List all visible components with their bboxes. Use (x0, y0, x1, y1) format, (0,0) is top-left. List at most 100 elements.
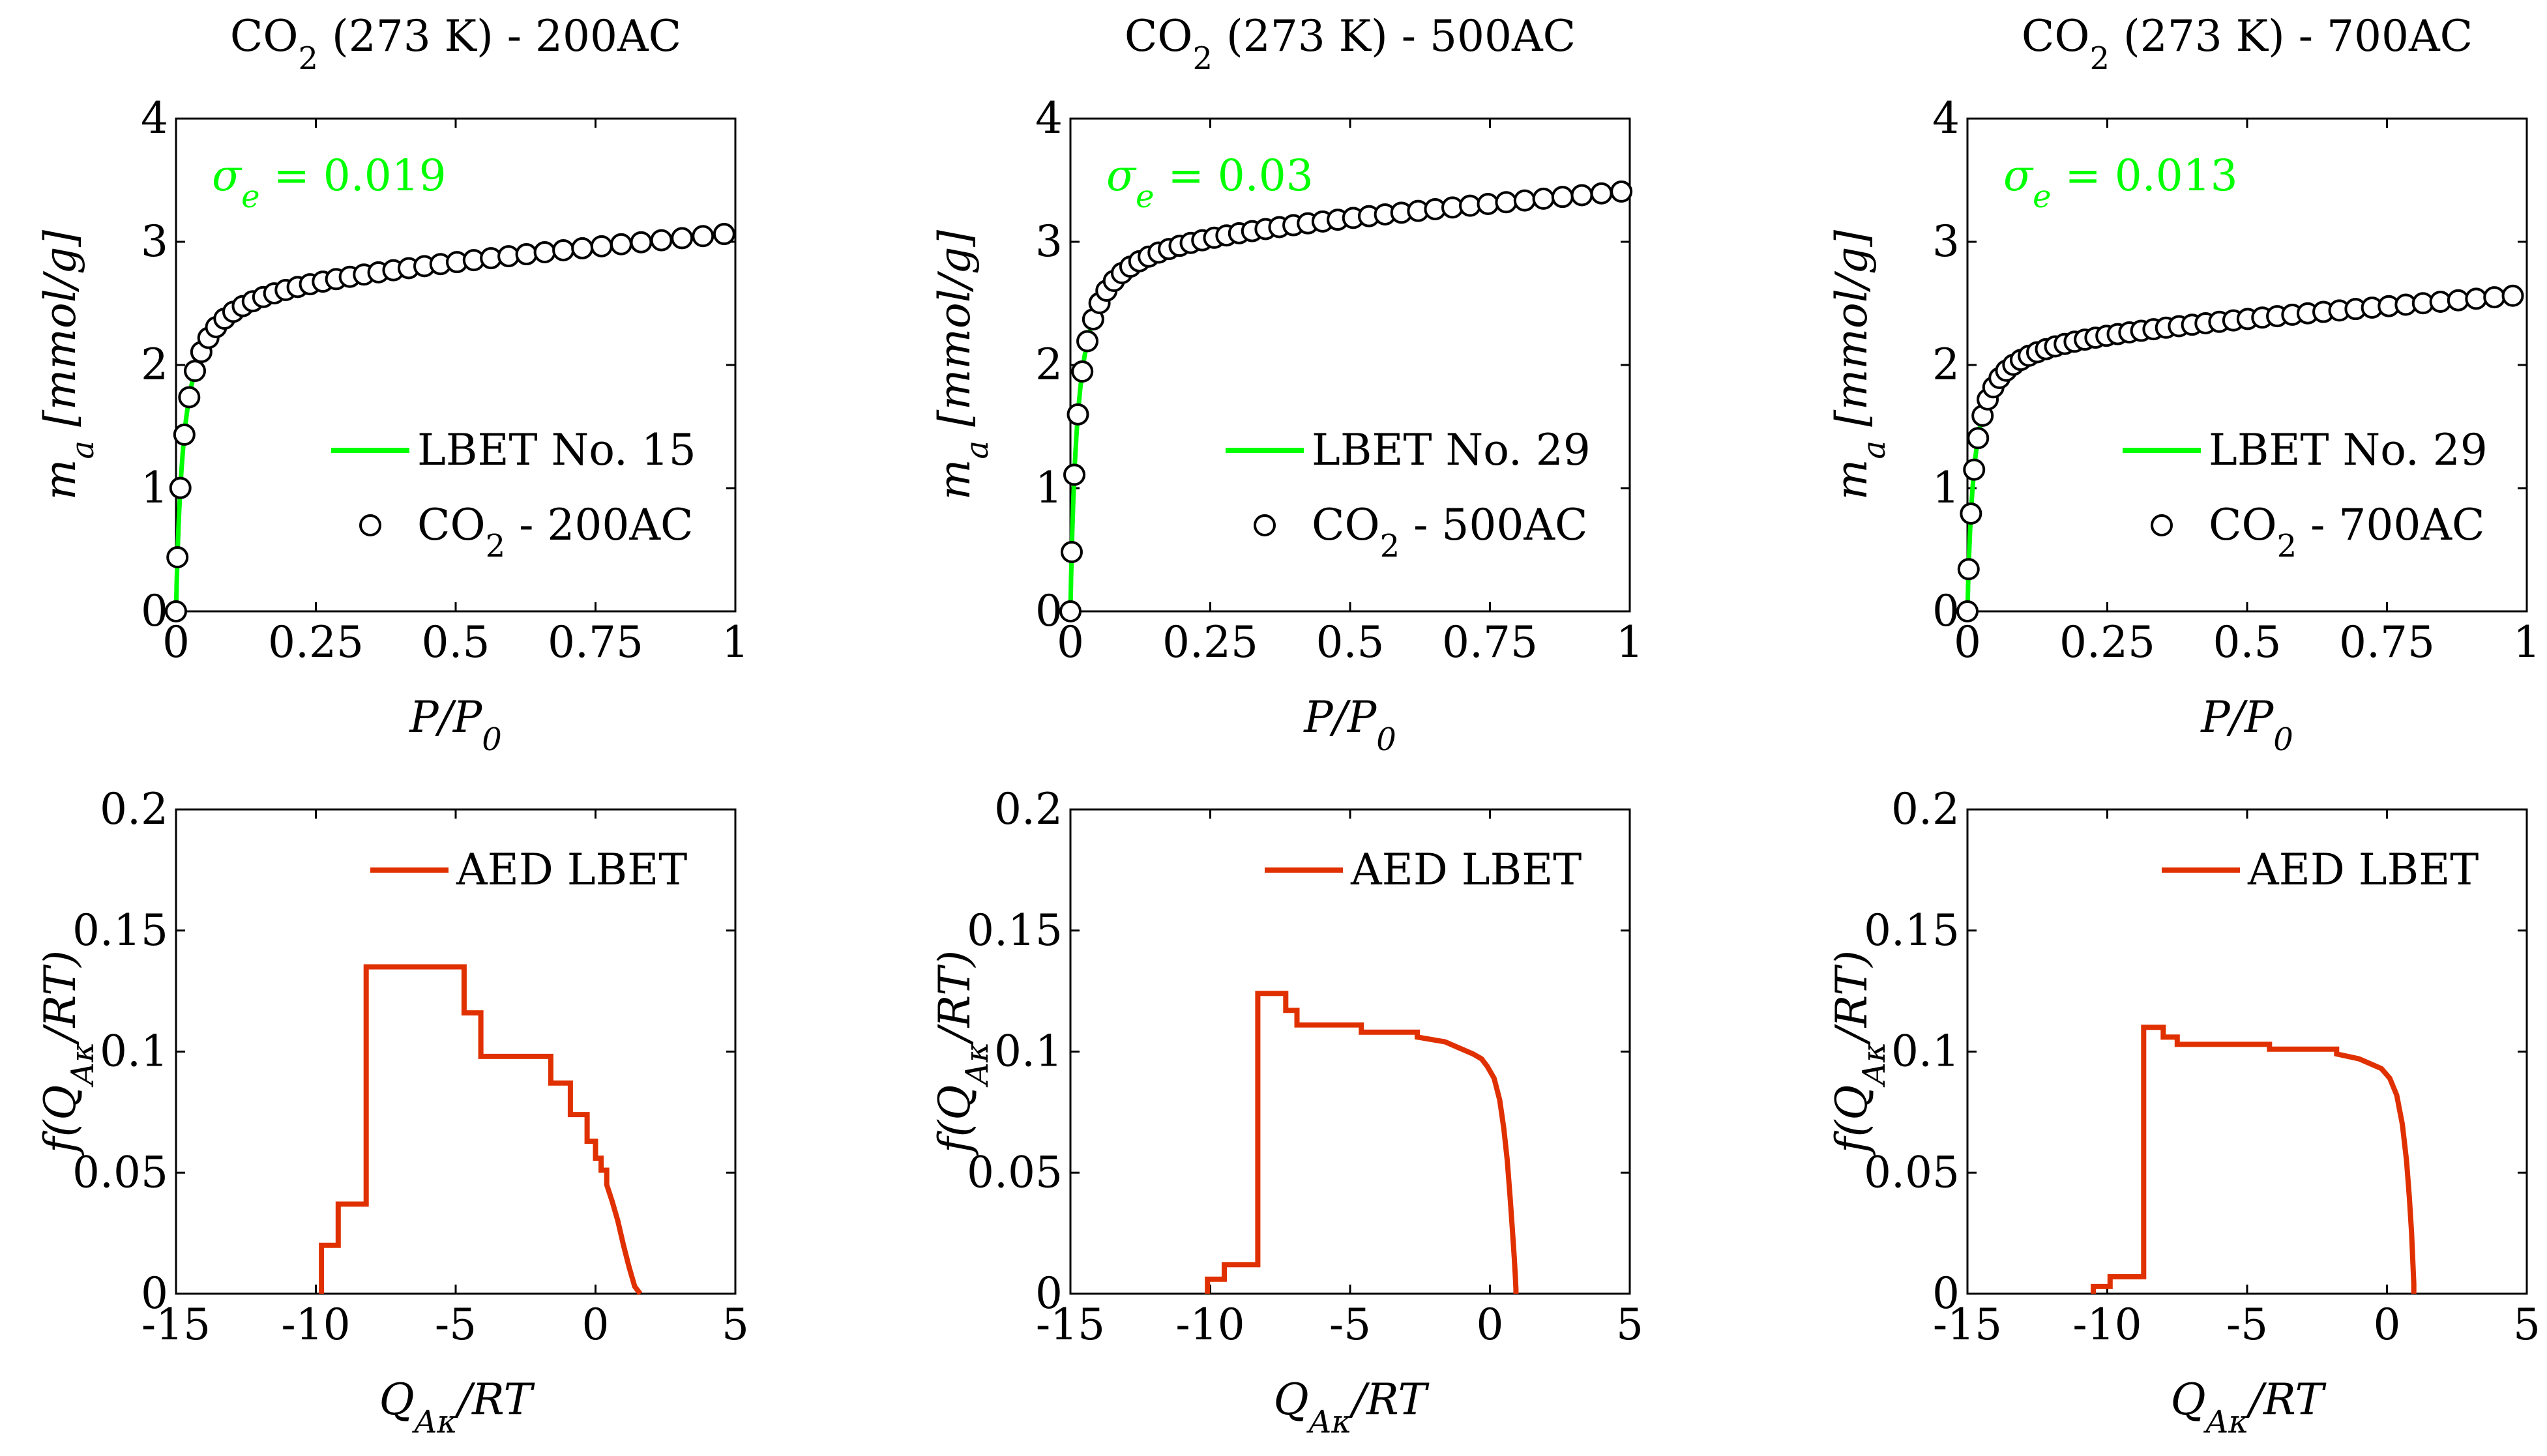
data-point (713, 223, 735, 246)
chart-title-main: CO (230, 11, 299, 61)
y-tick-label: 0.05 (967, 1147, 1063, 1197)
y-axis-label-sub: a (1856, 441, 1892, 459)
x-axis-label-sub: Aκ (1306, 1404, 1352, 1440)
x-tick-label: 0.75 (1442, 617, 1538, 667)
legend: AED LBET (1265, 845, 1582, 895)
data-point (1590, 182, 1613, 205)
legend-fit-label: LBET No. 29 (2209, 425, 2488, 475)
y-axis-label-main: f(Q (35, 1085, 85, 1156)
data-point (1963, 458, 1986, 481)
sigma-sub: e (2033, 179, 2051, 215)
x-axis-label: QAκ/RT (1273, 1375, 1430, 1440)
y-axis-label-main: m (1827, 459, 1877, 501)
x-tick-label: 0 (1477, 1300, 1504, 1350)
data-point (1513, 189, 1536, 212)
data-point (184, 360, 207, 383)
chart-title-sub: 2 (2089, 40, 2110, 77)
y-tick-label: 2 (1932, 340, 1960, 390)
chart-title-main: CO (1125, 11, 1193, 61)
data-point (1551, 186, 1574, 209)
y-tick-label: 0.05 (1864, 1147, 1960, 1197)
sigma-annotation: σe = 0.019 (212, 151, 447, 215)
data-point (1957, 558, 1980, 581)
chart-title-main: CO (2022, 11, 2090, 61)
x-tick-label: -15 (141, 1300, 211, 1350)
data-point (515, 243, 538, 266)
sigma-symbol: σ (212, 151, 243, 201)
y-axis-label-main: m (35, 459, 85, 501)
y-tick-label: 0.2 (1891, 784, 1960, 834)
x-tick-label: -5 (1329, 1300, 1371, 1350)
data-point (671, 227, 694, 250)
legend-data-rest: - 700AC (2297, 500, 2484, 550)
legend-data-sub: 2 (2277, 528, 2297, 564)
y-tick-label: 0.15 (72, 905, 168, 955)
x-axis-label-main: Q (2170, 1375, 2205, 1425)
legend-aed-label: AED LBET (1350, 845, 1582, 895)
data-point (590, 235, 613, 257)
x-axis-label-main: P/P (2200, 692, 2275, 742)
x-axis-label-main: Q (1273, 1375, 1308, 1425)
legend-marker-swatch (1254, 514, 1276, 536)
sigma-value: = 0.03 (1154, 151, 1313, 201)
sigma-value: = 0.013 (2051, 151, 2237, 201)
data-point (165, 600, 187, 622)
data-point (178, 386, 201, 409)
data-point (1570, 184, 1593, 207)
x-tick-label: -15 (1933, 1300, 2002, 1350)
aed-series-line (2091, 1025, 2417, 1294)
legend-data-rest: - 200AC (505, 500, 693, 550)
y-axis-label-rest: [mmol/g] (35, 230, 85, 441)
x-tick-label: 5 (722, 1300, 749, 1350)
data-point (2447, 289, 2469, 312)
data-point (533, 241, 556, 264)
y-axis-label: f(QAκ/RT) (930, 950, 995, 1156)
x-tick-label: -10 (2072, 1300, 2142, 1350)
x-axis-label: QAκ/RT (2170, 1375, 2327, 1440)
data-point (1060, 540, 1083, 563)
data-point (610, 233, 632, 255)
legend-fit-label: LBET No. 29 (1312, 425, 1591, 475)
data-point (166, 546, 189, 569)
data-point (1495, 191, 1518, 214)
data-point (1071, 360, 1094, 383)
data-point (1067, 403, 1089, 426)
y-axis-label: ma [mmol/g] (35, 230, 101, 500)
y-axis-label-main: m (930, 459, 980, 501)
chart-title-rest: (273 K) - 700AC (2110, 11, 2473, 61)
y-tick-label: 0.15 (967, 905, 1063, 955)
x-tick-label: -5 (2226, 1300, 2268, 1350)
chart-title-sub: 2 (1192, 40, 1213, 77)
y-axis-label-sub: Aκ (65, 1042, 101, 1088)
y-axis-label-main: f(Q (1827, 1085, 1877, 1156)
x-tick-label: 0.5 (2213, 617, 2282, 667)
y-axis-label-rest: [mmol/g] (1827, 230, 1877, 441)
aed-700AC-chart: -15 -10 -5 0 500.050.10.150.2QAκ/RTf(QAκ/RT)… (1827, 784, 2540, 1440)
legend-marker-swatch (359, 514, 381, 536)
data-point (1967, 427, 1990, 450)
sigma-annotation: σe = 0.03 (1106, 151, 1314, 215)
legend-aed-label: AED LBET (2247, 845, 2479, 895)
chart-title: CO2 (273 K) - 700AC (2022, 11, 2473, 77)
x-axis-label-main: Q (379, 1375, 414, 1425)
y-tick-label: 0 (1932, 1268, 1960, 1318)
y-tick-label: 1 (1035, 463, 1063, 513)
y-tick-label: 0.2 (994, 784, 1063, 834)
x-tick-label: 5 (1616, 1300, 1643, 1350)
x-tick-label: 1 (1616, 617, 1643, 667)
y-tick-label: 1 (141, 463, 168, 513)
legend-data-sub: 2 (1380, 528, 1400, 564)
sigma-symbol: σ (1106, 151, 1137, 201)
y-tick-label: 0 (1035, 1268, 1063, 1318)
x-axis-label-sub: Aκ (2203, 1404, 2249, 1440)
x-axis-label: P/P0 (1303, 692, 1396, 758)
legend-data-label: CO2 - 700AC (2209, 500, 2485, 564)
x-axis-label-rest: /RT (1348, 1375, 1430, 1425)
y-tick-label: 2 (141, 340, 168, 390)
x-axis-label: P/P0 (2200, 692, 2293, 758)
data-point (1059, 600, 1082, 622)
x-axis-label-sub: 0 (1376, 721, 1396, 758)
legend-aed-label: AED LBET (456, 845, 687, 895)
x-tick-label: -10 (1175, 1300, 1244, 1350)
